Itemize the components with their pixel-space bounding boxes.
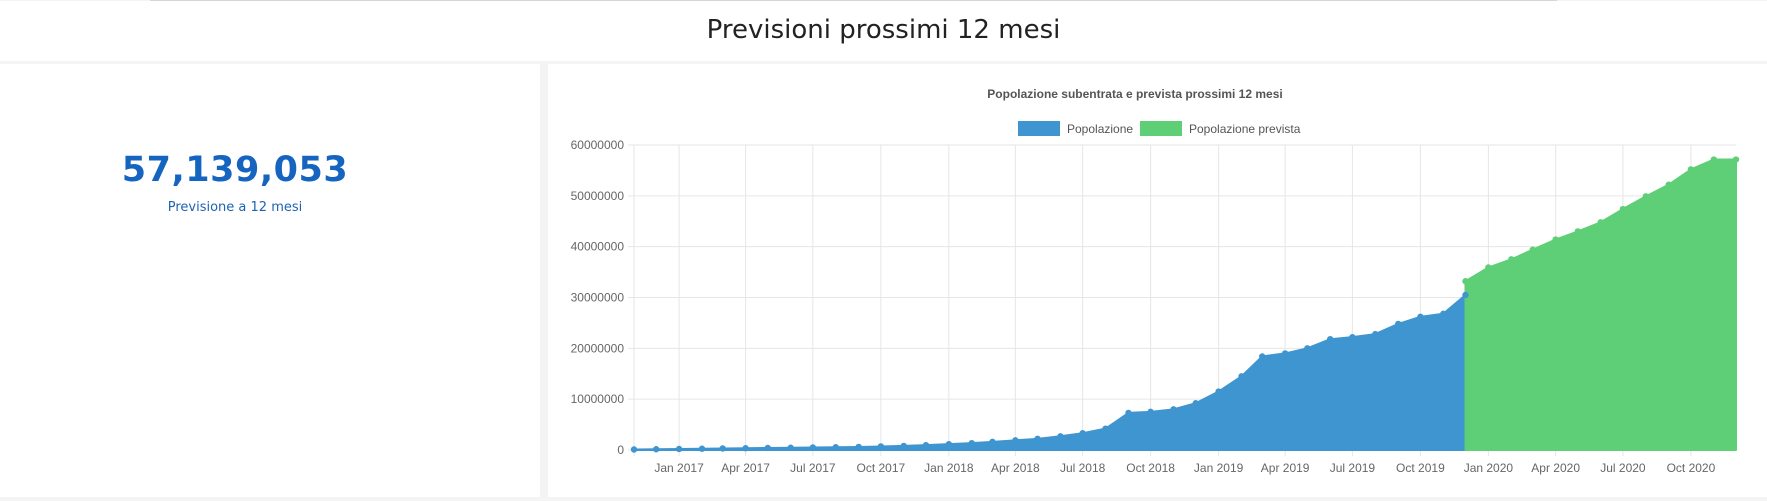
chart-areas (633, 158, 1737, 451)
series-popolazione-point[interactable] (1125, 409, 1132, 417)
series-popolazione-point[interactable] (832, 444, 839, 451)
series-popolazione-prevista-point[interactable] (1732, 156, 1740, 163)
series-popolazione-area (633, 293, 1467, 451)
section-title: Previsioni prossimi 12 mesi (706, 15, 1061, 45)
top-divider (150, 0, 1557, 1)
series-popolazione-prevista-point[interactable] (1665, 181, 1672, 188)
y-tick-label: 30000000 (571, 291, 625, 305)
series-popolazione-point[interactable] (1102, 425, 1109, 432)
series-popolazione-prevista-point[interactable] (1462, 278, 1469, 285)
x-tick-label: Jan 2018 (924, 461, 974, 475)
series-popolazione-point[interactable] (945, 440, 953, 448)
legend-item-popolazione[interactable]: Popolazione (1018, 121, 1133, 136)
series-popolazione-point[interactable] (719, 445, 726, 452)
series-popolazione-point[interactable] (1079, 430, 1086, 437)
y-tick-label: 50000000 (571, 189, 625, 203)
series-popolazione-point[interactable] (1147, 408, 1154, 416)
series-popolazione-point[interactable] (1440, 310, 1447, 317)
y-tick-label: 40000000 (571, 240, 625, 254)
series-popolazione-point[interactable] (698, 445, 706, 452)
x-tick-label: Oct 2017 (857, 461, 906, 475)
series-popolazione-point[interactable] (787, 444, 794, 451)
series-popolazione-prevista-point[interactable] (1508, 256, 1515, 263)
series-popolazione-point[interactable] (1170, 406, 1177, 413)
legend-swatch-popolazione (1018, 121, 1060, 136)
kpi-label: Previsione a 12 mesi (167, 200, 303, 215)
series-popolazione-point[interactable] (1192, 400, 1199, 407)
chart-title: Popolazione subentrata e prevista prossi… (987, 87, 1282, 101)
legend-item-popolazione-prevista[interactable]: Popolazione prevista (1140, 121, 1301, 136)
x-tick-label: Jan 2019 (1194, 461, 1244, 475)
series-popolazione-point[interactable] (809, 444, 817, 451)
series-popolazione-prevista-point[interactable] (1687, 166, 1695, 173)
series-popolazione-point[interactable] (742, 445, 749, 452)
series-popolazione-point[interactable] (855, 443, 862, 451)
y-tick-label: 60000000 (571, 138, 625, 152)
chart-card: Popolazione subentrata e prevista prossi… (548, 64, 1767, 497)
series-popolazione-point[interactable] (1034, 435, 1041, 443)
x-tick-label: Apr 2019 (1261, 461, 1310, 475)
series-popolazione-prevista-point[interactable] (1574, 228, 1582, 235)
chart-points (630, 156, 1740, 453)
x-tick-label: Oct 2018 (1126, 461, 1175, 475)
x-tick-label: Apr 2017 (721, 461, 770, 475)
y-tick-label: 10000000 (571, 392, 625, 406)
series-popolazione-point[interactable] (877, 443, 885, 450)
x-tick-label: Apr 2018 (991, 461, 1040, 475)
x-axis-ticks: Jan 2017 Apr 2017 Jul 2017 Oct 2017 Jan 2018… (654, 461, 1715, 475)
x-tick-label: Jul 2017 (790, 461, 836, 475)
series-popolazione-prevista-point[interactable] (1597, 219, 1604, 226)
series-popolazione-point[interactable] (989, 438, 996, 446)
x-tick-label: Jul 2020 (1600, 461, 1646, 475)
series-popolazione-point[interactable] (900, 442, 907, 450)
series-popolazione-point[interactable] (1327, 335, 1334, 343)
series-popolazione-prevista-point[interactable] (1710, 156, 1718, 163)
x-tick-label: Jul 2019 (1330, 461, 1376, 475)
series-popolazione-point[interactable] (1012, 437, 1019, 444)
y-axis-ticks: 60000000 50000000 40000000 30000000 20000000… (571, 138, 625, 457)
series-popolazione-prevista-point[interactable] (1642, 193, 1650, 200)
x-tick-label: Oct 2019 (1396, 461, 1445, 475)
kpi-value: 57,139,053 (121, 150, 349, 190)
series-popolazione-point[interactable] (652, 446, 660, 453)
series-popolazione-point[interactable] (1238, 373, 1245, 380)
legend-label-popolazione: Popolazione (1067, 122, 1133, 136)
legend-label-popolazione-prevista: Popolazione prevista (1189, 122, 1301, 136)
series-popolazione-point[interactable] (764, 444, 771, 452)
series-popolazione-point[interactable] (1281, 350, 1289, 357)
series-popolazione-point[interactable] (1349, 333, 1356, 341)
kpi-card: 57,139,053 Previsione a 12 mesi (0, 64, 540, 497)
series-popolazione-prevista-point[interactable] (1485, 264, 1492, 271)
section-header: Previsioni prossimi 12 mesi (0, 1, 1767, 61)
series-popolazione-point[interactable] (1057, 433, 1064, 440)
series-popolazione-prevista-point[interactable] (1552, 236, 1559, 243)
population-area-chart: Popolazione subentrata e prevista prossi… (571, 87, 1740, 475)
y-tick-label: 20000000 (571, 341, 625, 355)
x-tick-label: Jan 2017 (654, 461, 704, 475)
series-popolazione-point[interactable] (1372, 330, 1379, 338)
series-popolazione-point[interactable] (968, 439, 975, 447)
series-popolazione-point[interactable] (1259, 353, 1266, 360)
series-popolazione-point[interactable] (1215, 388, 1222, 395)
series-popolazione-point[interactable] (1462, 291, 1469, 299)
y-tick-label: 0 (617, 443, 624, 457)
series-popolazione-prevista-point[interactable] (1529, 246, 1536, 253)
x-tick-label: Oct 2020 (1667, 461, 1716, 475)
series-popolazione-prevista-point[interactable] (1619, 205, 1627, 213)
series-popolazione-point[interactable] (1417, 313, 1424, 321)
chart-legend: Popolazione Popolazione prevista (1018, 121, 1301, 136)
series-popolazione-point[interactable] (630, 446, 638, 453)
x-tick-label: Jan 2020 (1464, 461, 1514, 475)
legend-swatch-popolazione-prevista (1140, 121, 1182, 136)
series-popolazione-point[interactable] (1395, 320, 1402, 328)
series-popolazione-prevista-area (1464, 158, 1737, 451)
x-tick-label: Apr 2020 (1531, 461, 1580, 475)
series-popolazione-point[interactable] (922, 441, 930, 449)
series-popolazione-point[interactable] (675, 445, 683, 453)
x-tick-label: Jul 2018 (1060, 461, 1106, 475)
series-popolazione-point[interactable] (1304, 345, 1311, 352)
